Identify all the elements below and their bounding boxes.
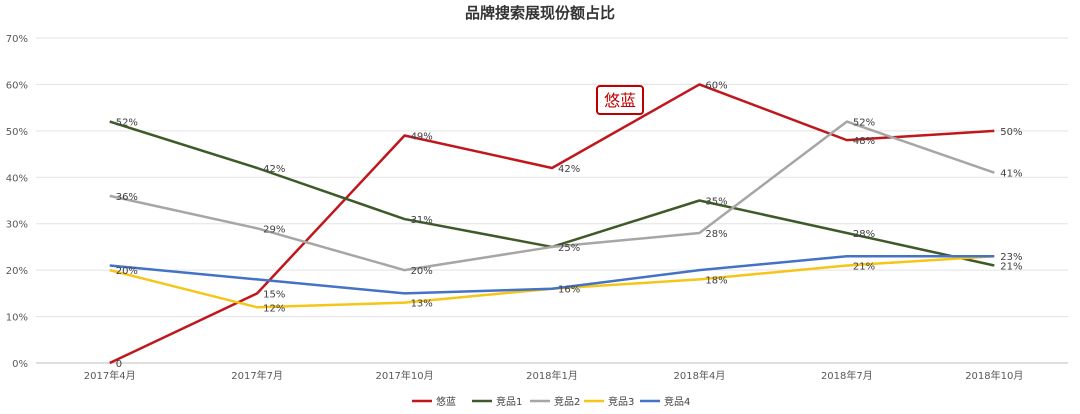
data-label: 16% bbox=[558, 285, 580, 296]
y-tick-label: 0% bbox=[12, 359, 28, 370]
gridlines bbox=[36, 37, 1068, 364]
data-label: 21% bbox=[1000, 262, 1022, 273]
legend-label: 竞品1 bbox=[496, 395, 522, 408]
y-tick-label: 70% bbox=[6, 34, 28, 45]
data-label: 36% bbox=[116, 192, 138, 203]
data-label: 52% bbox=[853, 118, 875, 129]
x-tick-label: 2018年4月 bbox=[674, 369, 726, 382]
data-label: 28% bbox=[853, 229, 875, 240]
data-label: 41% bbox=[1000, 169, 1022, 180]
data-label: 12% bbox=[263, 303, 285, 314]
data-label: 52% bbox=[116, 118, 138, 129]
y-tick-label: 20% bbox=[6, 266, 28, 277]
data-label: 29% bbox=[263, 224, 285, 235]
series-line-1 bbox=[109, 83, 995, 365]
x-tick-label: 2017年10月 bbox=[375, 369, 433, 382]
data-labels: 0 15% 49% 42% 60% 48% 50% 52% 42% 31% 25% 35% 28% 21%… bbox=[116, 80, 1023, 370]
data-label: 13% bbox=[411, 299, 433, 310]
legend-label: 竞品4 bbox=[664, 395, 690, 408]
data-label: 49% bbox=[411, 132, 433, 143]
x-tick-label: 2017年4月 bbox=[84, 369, 136, 382]
data-label: 25% bbox=[558, 243, 580, 254]
x-axis: 2017年4月 2017年7月 2017年10月 2018年1月 2018年4月 2018… bbox=[84, 369, 1024, 382]
y-tick-label: 40% bbox=[6, 173, 28, 184]
x-tick-label: 2018年7月 bbox=[821, 369, 873, 382]
x-tick-label: 2017年7月 bbox=[231, 369, 283, 382]
chart-title: 品牌搜索展现份额占比 bbox=[465, 4, 615, 22]
data-label: 48% bbox=[853, 136, 875, 147]
data-label: 23% bbox=[1000, 252, 1022, 263]
annotation-box: 悠蓝 bbox=[596, 85, 644, 115]
y-tick-label: 60% bbox=[6, 80, 28, 91]
annotation-frame bbox=[596, 85, 644, 115]
data-label: 18% bbox=[705, 275, 727, 286]
y-tick-label: 50% bbox=[6, 127, 28, 138]
data-label: 31% bbox=[411, 215, 433, 226]
data-label: 35% bbox=[705, 197, 727, 208]
data-label: 28% bbox=[705, 229, 727, 240]
data-label: 42% bbox=[263, 164, 285, 175]
data-label: 42% bbox=[558, 164, 580, 175]
data-label: 0 bbox=[116, 359, 122, 370]
data-label: 50% bbox=[1000, 127, 1022, 138]
legend-label: 竞品3 bbox=[608, 395, 634, 408]
y-axis: 0% 10% 20% 30% 40% 50% 60% 70% bbox=[6, 34, 28, 370]
data-label: 60% bbox=[705, 80, 727, 91]
annotation-label: 悠蓝 bbox=[604, 91, 636, 110]
y-tick-label: 10% bbox=[6, 313, 28, 324]
legend: 悠蓝 竞品1 竞品2 竞品3 竞品4 bbox=[412, 395, 690, 408]
data-label: 15% bbox=[263, 289, 285, 300]
data-label: 20% bbox=[411, 266, 433, 277]
legend-label: 竞品2 bbox=[554, 395, 580, 408]
x-tick-label: 2018年1月 bbox=[526, 369, 578, 382]
x-tick-label: 2018年10月 bbox=[965, 369, 1023, 382]
data-label: 21% bbox=[853, 262, 875, 273]
y-tick-label: 30% bbox=[6, 220, 28, 231]
series-line-3 bbox=[109, 120, 995, 272]
legend-label: 悠蓝 bbox=[436, 395, 456, 408]
series-line-5 bbox=[109, 254, 995, 295]
series-lines bbox=[109, 83, 995, 365]
data-label: 20% bbox=[116, 266, 138, 277]
